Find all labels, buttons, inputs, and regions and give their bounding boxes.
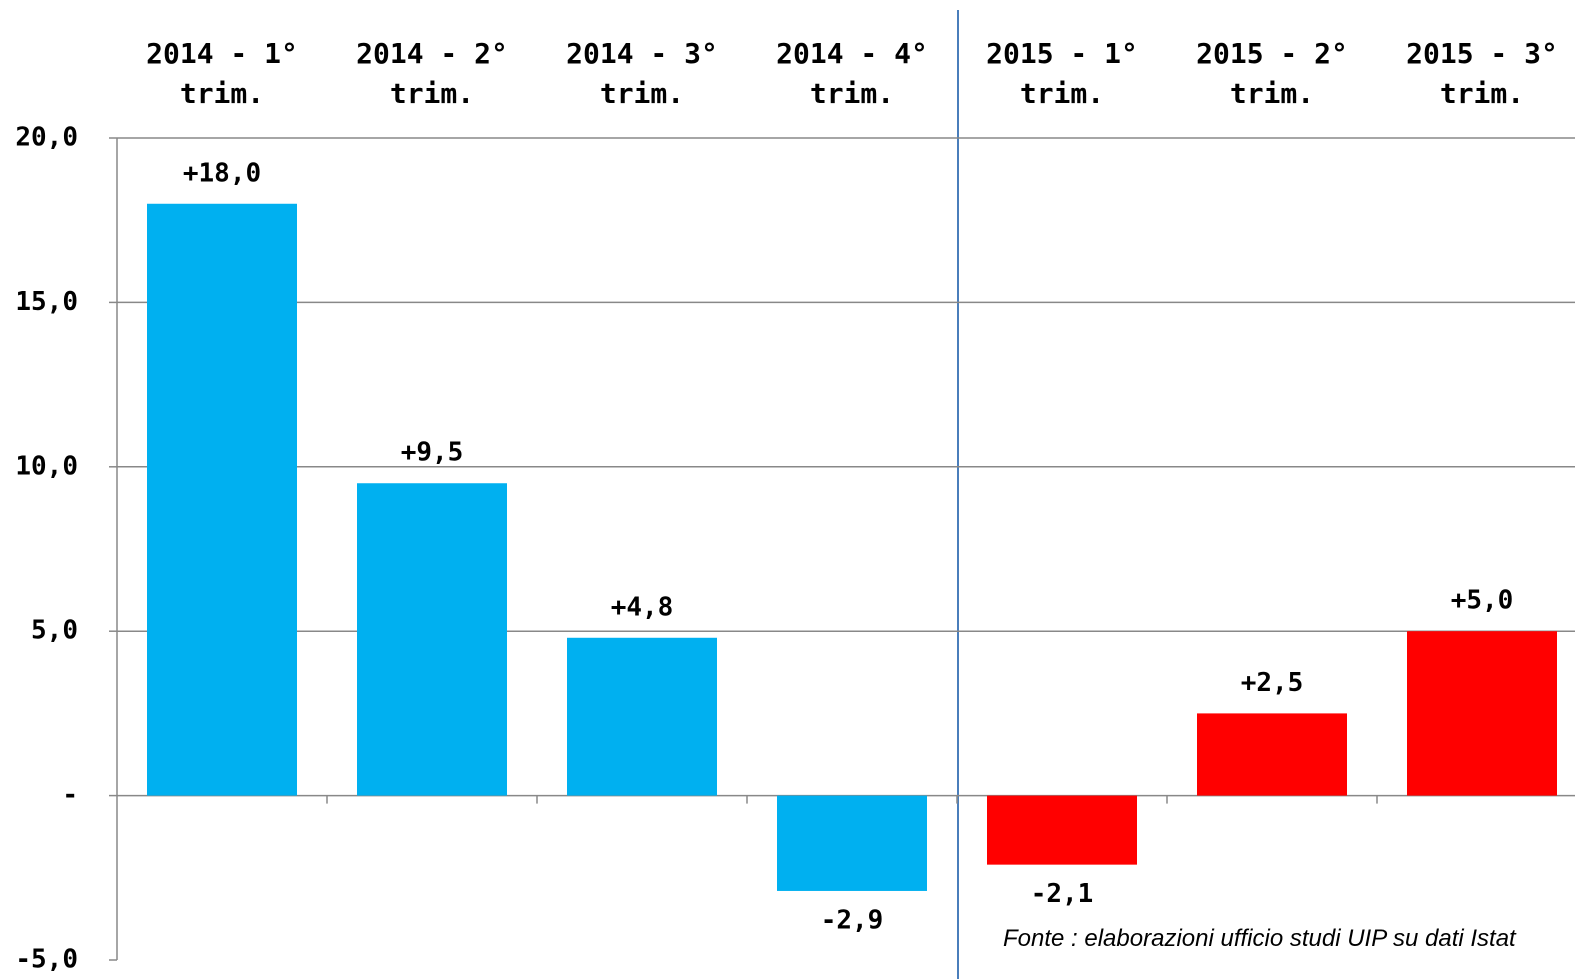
y-tick-label: -: [62, 780, 78, 810]
bar: [567, 637, 717, 796]
y-tick-label: 15,0: [15, 287, 78, 317]
value-label: +2,5: [1241, 668, 1304, 698]
x-tick-label: 2014 - 1° trim.: [146, 37, 298, 110]
value-label: -2,9: [821, 905, 884, 935]
bar: [987, 795, 1137, 865]
bar: [147, 203, 297, 796]
bar: [1197, 713, 1347, 796]
value-label: +4,8: [611, 592, 674, 622]
bar: [777, 795, 927, 891]
value-label: +18,0: [183, 158, 261, 188]
bar: [1407, 631, 1557, 796]
value-label: +5,0: [1451, 586, 1514, 616]
x-tick-label: 2015 - 3° trim.: [1406, 37, 1558, 110]
bar: [357, 483, 507, 796]
y-tick-label: -5,0: [15, 945, 78, 975]
x-tick-label: 2014 - 2° trim.: [356, 37, 508, 110]
x-tick-label: 2015 - 1° trim.: [986, 37, 1138, 110]
value-label: -2,1: [1031, 879, 1094, 909]
y-tick-label: 10,0: [15, 451, 78, 481]
x-tick-label: 2014 - 3° trim.: [566, 37, 718, 110]
value-label: +9,5: [401, 438, 464, 468]
y-tick-label: 20,0: [15, 123, 78, 153]
x-tick-label: 2015 - 2° trim.: [1196, 37, 1348, 110]
y-tick-label: 5,0: [31, 616, 78, 646]
x-tick-label: 2014 - 4° trim.: [776, 37, 928, 110]
source-note: Fonte : elaborazioni ufficio studi UIP s…: [1003, 925, 1516, 952]
